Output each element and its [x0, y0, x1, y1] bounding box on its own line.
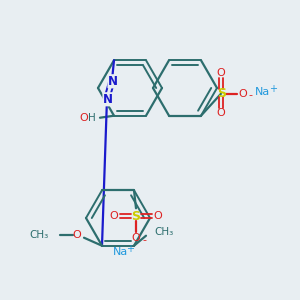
Text: -: -	[142, 235, 146, 245]
Text: +: +	[126, 244, 134, 254]
Text: O: O	[217, 108, 225, 118]
Text: O: O	[154, 211, 162, 221]
Text: -: -	[248, 90, 252, 100]
Text: O: O	[238, 89, 247, 99]
Text: N: N	[103, 93, 113, 106]
Text: CH₃: CH₃	[154, 227, 173, 237]
Text: O: O	[73, 230, 81, 240]
Text: O: O	[110, 211, 118, 221]
Text: S: S	[218, 87, 226, 100]
Text: Na: Na	[255, 87, 271, 97]
Text: H: H	[88, 113, 96, 123]
Text: Na: Na	[112, 247, 128, 257]
Text: S: S	[131, 210, 140, 223]
Text: +: +	[269, 84, 277, 94]
Text: CH₃: CH₃	[30, 230, 49, 240]
Text: N: N	[108, 75, 118, 88]
Text: O: O	[80, 113, 88, 123]
Text: O: O	[217, 68, 225, 78]
Text: O: O	[132, 233, 140, 243]
